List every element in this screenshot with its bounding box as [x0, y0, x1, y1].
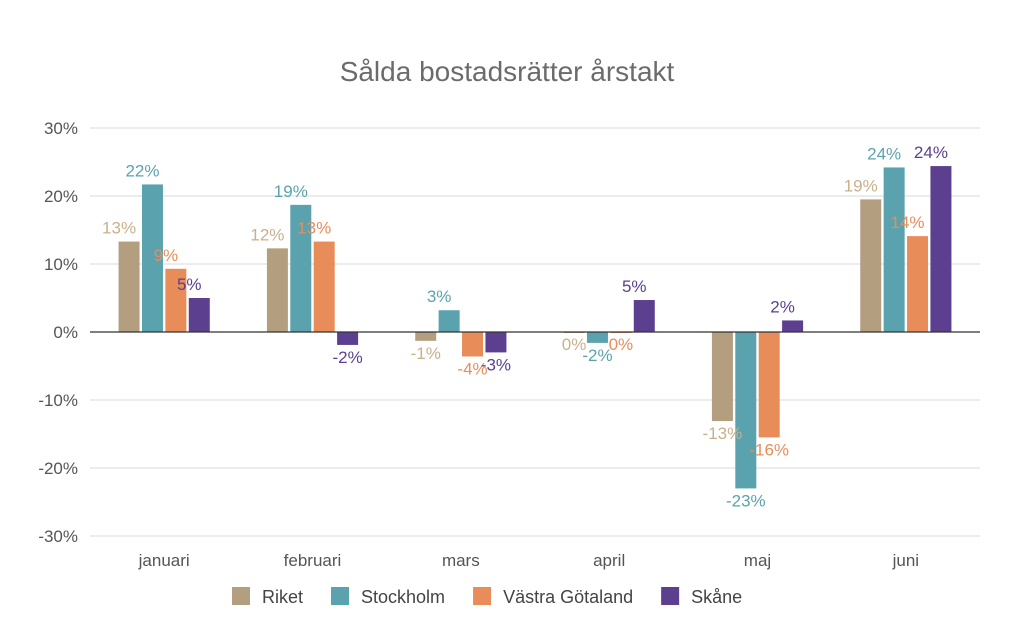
bar [141, 184, 163, 332]
y-tick-label: -10% [38, 391, 78, 410]
data-label: 0% [609, 335, 634, 354]
chart-title: Sålda bostadsrätter årstakt [339, 56, 675, 87]
x-tick-label: maj [744, 551, 771, 570]
bar [415, 332, 437, 341]
data-labels: 13%22%9%5%12%19%13%-2% -1%3%-4%-3%0%-2%0%… [102, 143, 948, 510]
y-tick-label: 10% [44, 255, 78, 274]
legend-label: Skåne [691, 587, 742, 607]
bar [860, 199, 882, 332]
x-tick-label: mars [442, 551, 480, 570]
bars [118, 166, 952, 489]
data-label: 24% [914, 143, 948, 162]
bar [266, 248, 288, 332]
bar [735, 332, 757, 489]
legend-swatch [661, 587, 680, 605]
legend-swatch [232, 587, 250, 605]
gridlines [90, 127, 980, 537]
legend: Riket Stockholm Västra Götaland Skåne [232, 587, 742, 607]
data-label: -13% [703, 424, 743, 443]
data-label: 19% [274, 182, 308, 201]
data-label: 24% [867, 144, 901, 163]
bar [633, 300, 655, 332]
bar [462, 332, 484, 357]
data-label: 14% [891, 213, 925, 232]
data-label: 13% [102, 219, 136, 238]
bar [313, 241, 335, 332]
bar [290, 204, 312, 332]
data-label: 5% [622, 277, 647, 296]
bar [165, 268, 187, 332]
x-tick-label: januari [138, 551, 190, 570]
data-label: -16% [749, 440, 789, 459]
data-label: -2% [332, 348, 362, 367]
bar [758, 332, 780, 438]
data-label: 19% [844, 176, 878, 195]
legend-label: Västra Götaland [503, 587, 633, 607]
bar [118, 241, 140, 332]
bar [883, 167, 905, 332]
y-tick-label: -30% [38, 527, 78, 546]
bar [438, 310, 460, 332]
data-label: 9% [154, 246, 179, 265]
bar [711, 332, 733, 422]
data-label: -23% [726, 491, 766, 510]
x-tick-label: april [593, 551, 625, 570]
legend-swatch [473, 587, 492, 605]
legend-label: Riket [262, 587, 303, 607]
data-label: 13% [297, 219, 331, 238]
bar [586, 332, 608, 343]
data-label: 0% [562, 335, 587, 354]
x-tick-label: juni [892, 551, 919, 570]
y-tick-label: 0% [53, 323, 78, 342]
y-tick-label: -20% [38, 459, 78, 478]
y-tick-label: 30% [44, 119, 78, 138]
bar [485, 332, 507, 353]
data-label: -4% [457, 359, 487, 378]
data-label: 22% [125, 161, 159, 180]
data-label: 3% [427, 287, 452, 306]
y-tick-label: 20% [44, 187, 78, 206]
data-label: -2% [582, 346, 612, 365]
bar [782, 320, 804, 332]
data-label: 5% [177, 275, 202, 294]
data-label: -3% [481, 355, 511, 374]
legend-label: Stockholm [361, 587, 445, 607]
bar [930, 166, 952, 332]
x-tick-label: februari [284, 551, 342, 570]
axis-labels: 30% 20% 10% 0% -10% -20% -30% januari februari ma… [38, 119, 919, 570]
data-label: -1% [411, 344, 441, 363]
data-label: 2% [770, 297, 795, 316]
bar [188, 298, 210, 332]
bar [337, 332, 359, 345]
bar [907, 236, 929, 332]
legend-swatch [331, 587, 350, 605]
data-label: 12% [250, 225, 284, 244]
